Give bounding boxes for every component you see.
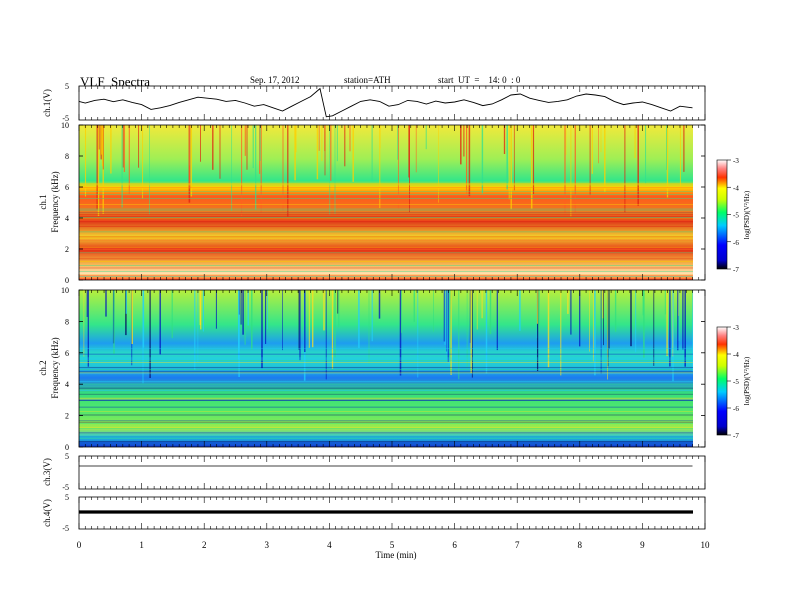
ch1-colorbar-tick-label: -6 <box>733 239 739 247</box>
ch3-ytick-top: 5 <box>65 452 69 461</box>
time-axis-label: Time (min) <box>376 550 417 560</box>
ch1-colorbar-tick-label: -5 <box>733 212 739 220</box>
ch3-ytick-bottom: -5 <box>62 483 69 492</box>
ch1-spectrogram-ylabel-channel: ch.1 <box>38 194 48 209</box>
ch2-spectrogram-ytick-label: 6 <box>65 349 69 358</box>
ch1-ytick-top: 5 <box>65 82 69 91</box>
ch1-spectrogram-image <box>79 125 693 280</box>
x-tick-label: 8 <box>578 540 583 550</box>
ch2-colorbar-tick-label: -4 <box>733 351 739 359</box>
ch2-spectrogram-ytick-label: 0 <box>65 443 69 452</box>
start-time-label: start UT = 14: 0 : 0 <box>438 75 521 85</box>
ch2-spectrogram-bands <box>79 290 694 444</box>
time-axis-ticks <box>78 86 706 529</box>
ch1-ytick-bottom: -5 <box>62 114 69 123</box>
ch1-colorbar-tick-label: -7 <box>733 266 739 274</box>
ch2-spectrogram-ytick-label: 10 <box>61 286 69 295</box>
ch4-ytick-bottom: -5 <box>62 524 69 533</box>
ch1-spectrogram-ytick-label: 10 <box>61 121 69 130</box>
chart-title: VLF Spectra <box>80 74 151 89</box>
ch2-colorbar-tick-label: -7 <box>733 432 739 440</box>
ch1-spectrogram-ytick-label: 8 <box>65 152 69 161</box>
x-tick-label: 2 <box>202 540 207 550</box>
ch1-waveform-line <box>78 87 693 118</box>
ch1-spectrogram-ytick-label: 4 <box>65 214 69 223</box>
ch1-spectrogram-ytick-label: 6 <box>65 183 69 192</box>
ch1-spectrogram-ytick-label: 2 <box>65 245 69 254</box>
x-tick-label: 10 <box>701 540 711 550</box>
ch1-colorbar-label: log(PSD)(V²/Hz) <box>743 190 751 239</box>
x-tick-label: 4 <box>327 540 332 550</box>
ch4-waveform-ylabel: ch.4(V) <box>42 499 52 527</box>
x-tick-label: 1 <box>139 540 144 550</box>
ch2-spectrogram-ylabel-frequency: Frequency (kHz) <box>50 337 60 398</box>
ch2-colorbar-tick-label: -5 <box>733 378 739 386</box>
ch3-waveform-ylabel: ch.3(V) <box>42 458 52 486</box>
ch1-spectrogram-ylabel-frequency: Frequency (kHz) <box>50 171 60 232</box>
ch1-colorbar-tick-label: -4 <box>733 184 739 192</box>
x-tick-label: 9 <box>640 540 645 550</box>
ch2-spectrogram-ytick-label: 8 <box>65 317 69 326</box>
x-tick-label: 3 <box>265 540 270 550</box>
ch2-spectrogram-ylabel-channel: ch.2 <box>38 360 48 375</box>
ch2-spectrogram-ytick-label: 2 <box>65 412 69 421</box>
ch2-colorbar <box>716 326 728 436</box>
ch4-ytick-top: 5 <box>65 493 69 502</box>
ch2-spectrogram-ytick-label: 4 <box>65 380 69 389</box>
ch1-spectrogram-ytick-label: 0 <box>65 276 69 285</box>
x-tick-label: 0 <box>77 540 82 550</box>
ch2-colorbar-label: log(PSD)(V²/Hz) <box>743 356 751 405</box>
x-tick-label: 5 <box>390 540 395 550</box>
station-label: station=ATH <box>344 75 391 85</box>
ch1-colorbar-tick-label: -3 <box>733 157 739 165</box>
ch2-colorbar-tick-label: -6 <box>733 405 739 413</box>
ch1-waveform-ylabel: ch.1(V) <box>42 89 52 117</box>
x-tick-label: 6 <box>452 540 457 550</box>
time-axis-tick-labels: 0 1 2 3 4 5 6 7 8 9 10 <box>77 540 710 550</box>
ch2-colorbar-tick-label: -3 <box>733 324 739 332</box>
date-label: Sep. 17, 2012 <box>250 75 300 85</box>
x-tick-label: 7 <box>515 540 520 550</box>
ch1-spectrogram-bands <box>79 125 693 279</box>
ch1-colorbar <box>716 159 728 270</box>
